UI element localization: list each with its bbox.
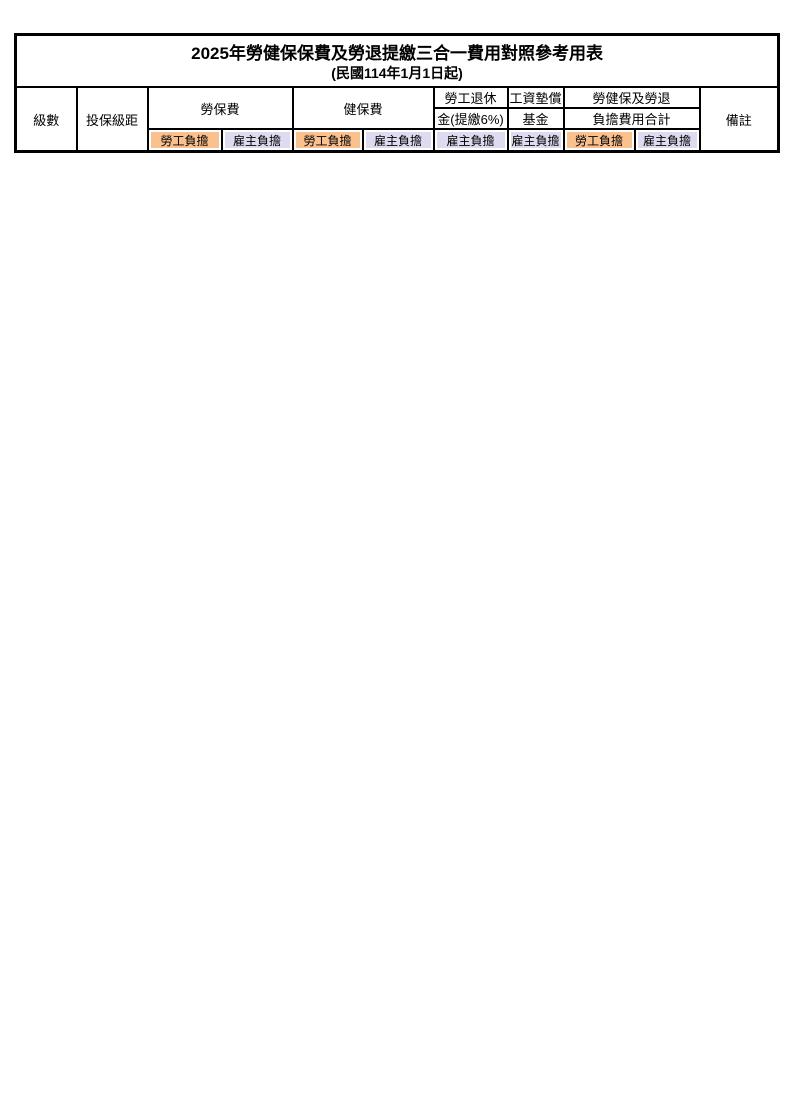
subheader-health-employee: 勞工負擔 xyxy=(291,128,364,153)
subheader-labor-employer: 雇主負擔 xyxy=(220,128,294,153)
subheader-labor-employee: 勞工負擔 xyxy=(146,128,223,153)
subheader-total-employer: 雇主負擔 xyxy=(633,128,701,153)
col-header-wage-fund-line1: 工資墊償 xyxy=(506,86,565,109)
col-header-remark: 備註 xyxy=(698,86,780,153)
col-header-bracket: 投保級距 xyxy=(75,86,149,153)
col-header-wage-fund-line2: 基金 xyxy=(506,107,565,130)
page-subtitle: (民國114年1月1日起) xyxy=(331,65,463,82)
subheader-wage-fund-employer: 雇主負擔 xyxy=(506,128,565,153)
col-header-health-insurance: 健保費 xyxy=(291,86,435,130)
col-header-level: 級數 xyxy=(14,86,78,153)
header-row-burden: 勞工負擔 雇主負擔 勞工負擔 雇主負擔 雇主負擔 雇主負擔 勞工負擔 雇主負擔 xyxy=(16,128,779,153)
col-header-labor-insurance: 勞保費 xyxy=(146,86,294,130)
header-row-groups-line2: 金(提繳6%) 基金 負擔費用合計 xyxy=(16,107,779,130)
title-row: 2025年勞健保保費及勞退提繳三合一費用對照參考用表 (民國114年1月1日起) xyxy=(14,33,780,88)
header-row-groups: 級數 投保級距 勞保費 健保費 勞工退休 工資墊償 勞健保及勞退 備註 xyxy=(14,86,780,153)
table-title-cell: 2025年勞健保保費及勞退提繳三合一費用對照參考用表 (民國114年1月1日起) xyxy=(14,33,780,88)
subheader-pension-employer: 雇主負擔 xyxy=(432,128,509,153)
col-header-pension-line2: 金(提繳6%) xyxy=(432,107,509,130)
col-header-total-line1: 勞健保及勞退 xyxy=(562,86,701,109)
page-title: 2025年勞健保保費及勞退提繳三合一費用對照參考用表 xyxy=(191,43,603,63)
subheader-total-employee: 勞工負擔 xyxy=(562,128,636,153)
premium-table: 2025年勞健保保費及勞退提繳三合一費用對照參考用表 (民國114年1月1日起)… xyxy=(14,33,781,153)
subheader-health-employer: 雇主負擔 xyxy=(361,128,435,153)
col-header-total-line2: 負擔費用合計 xyxy=(562,107,701,130)
col-header-pension-line1: 勞工退休 xyxy=(432,86,509,109)
